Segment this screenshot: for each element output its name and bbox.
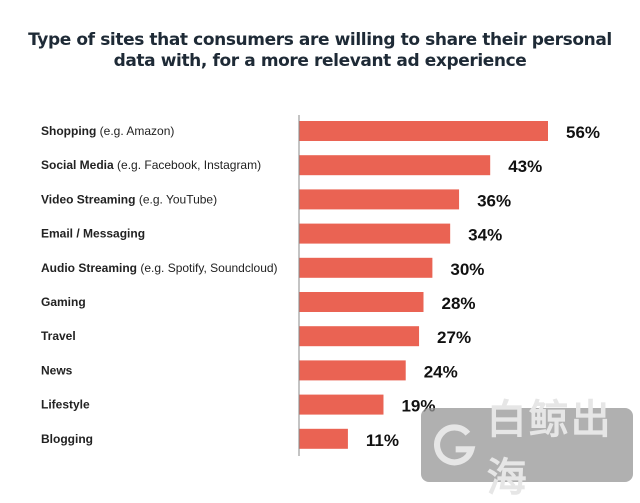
data-label: 28% [442, 294, 476, 313]
watermark-text: 白鲸出海 [486, 397, 613, 501]
category-label: Blogging [41, 432, 93, 446]
bar [299, 155, 491, 176]
data-label: 11% [366, 431, 399, 450]
category-name: Shopping [41, 124, 96, 138]
category-label: Audio Streaming (e.g. Spotify, Soundclou… [41, 261, 278, 275]
category-name: Audio Streaming [41, 261, 137, 275]
category-label: Travel [41, 329, 76, 343]
category-name: Social Media [41, 158, 114, 172]
bar [299, 257, 433, 278]
watermark: 白鲸出海 [421, 397, 633, 501]
category-label: Video Streaming (e.g. YouTube) [41, 192, 217, 206]
bar [299, 326, 420, 347]
category-name: Travel [41, 329, 76, 343]
category-detail: (e.g. Amazon) [96, 124, 174, 138]
category-detail: (e.g. Spotify, Soundcloud) [137, 261, 278, 275]
category-label: Social Media (e.g. Facebook, Instagram) [41, 158, 261, 172]
chart-title: Type of sites that consumers are willing… [0, 30, 640, 72]
category-label: Email / Messaging [41, 227, 145, 241]
bar [299, 121, 548, 141]
bar [299, 394, 384, 415]
chart-title-line-2: data with, for a more relevant ad experi… [113, 51, 527, 71]
chart-title-line-1: Type of sites that consumers are willing… [28, 30, 612, 50]
category-label: News [41, 363, 73, 377]
bar [299, 292, 424, 312]
watermark-logo-icon [434, 424, 476, 466]
category-detail: (e.g. YouTube) [135, 192, 217, 206]
category-name: News [41, 363, 73, 377]
category-label: Shopping (e.g. Amazon) [41, 124, 174, 138]
data-label: 36% [477, 191, 511, 210]
category-name: Lifestyle [41, 398, 90, 412]
category-detail: (e.g. Facebook, Instagram) [114, 158, 261, 172]
category-label: Gaming [41, 295, 86, 309]
bar [299, 360, 406, 381]
category-label: Lifestyle [41, 398, 90, 412]
bar-chart: Shopping (e.g. Amazon) 56% Social Media (e… [41, 115, 600, 456]
data-label: 43% [508, 157, 542, 176]
data-label: 34% [468, 226, 502, 245]
category-name: Video Streaming [41, 192, 135, 206]
data-label: 56% [566, 123, 600, 142]
bar [299, 428, 348, 449]
data-label: 27% [437, 328, 471, 347]
category-name: Email / Messaging [41, 227, 145, 241]
category-name: Blogging [41, 432, 93, 446]
data-label: 24% [424, 362, 458, 381]
bar [299, 189, 460, 210]
category-name: Gaming [41, 295, 86, 309]
bar [299, 223, 451, 244]
data-label: 30% [450, 260, 484, 279]
